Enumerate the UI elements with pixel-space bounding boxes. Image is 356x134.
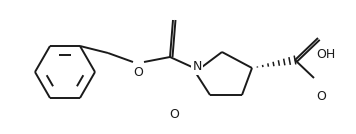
Text: O: O [133,66,143,79]
Text: OH: OH [316,49,336,62]
Text: O: O [316,90,326,103]
Text: O: O [169,107,179,120]
Text: N: N [192,60,202,74]
